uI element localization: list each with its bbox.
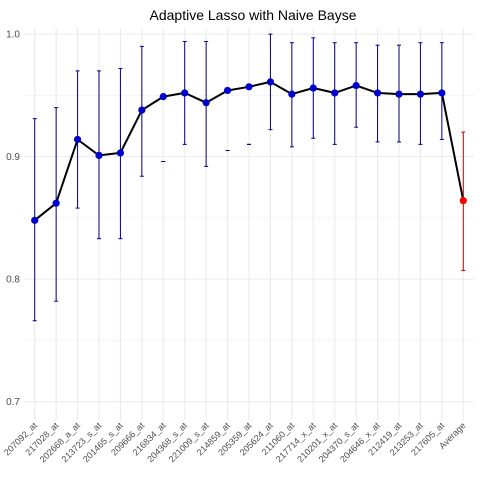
average-data-point — [460, 197, 467, 204]
data-point — [224, 87, 231, 94]
data-point — [438, 89, 445, 96]
y-axis-tick-labels: 0.7 0.8 0.9 1.0 — [6, 30, 20, 409]
data-point — [117, 149, 124, 156]
data-point — [74, 136, 81, 143]
data-point — [245, 83, 252, 90]
data-point — [31, 217, 38, 224]
data-point — [331, 89, 338, 96]
y-tick-label: 0.9 — [6, 152, 20, 163]
data-point — [53, 200, 60, 207]
data-point — [267, 78, 274, 85]
x-axis-tick-labels: 207092_at217028_at202668_a_at213723_s_at… — [2, 420, 468, 465]
data-point — [310, 84, 317, 91]
y-tick-label: 1.0 — [6, 30, 20, 41]
y-tick-label: 0.7 — [6, 397, 20, 408]
data-point — [288, 91, 295, 98]
chart-title: Adaptive Lasso with Naive Bayse — [150, 7, 357, 23]
data-point — [395, 91, 402, 98]
data-point — [160, 93, 167, 100]
data-point — [138, 106, 145, 113]
y-tick-label: 0.8 — [6, 275, 20, 286]
data-point — [181, 89, 188, 96]
data-point — [203, 99, 210, 106]
data-point — [95, 152, 102, 159]
data-point — [417, 91, 424, 98]
data-point — [374, 89, 381, 96]
data-point — [353, 82, 360, 89]
